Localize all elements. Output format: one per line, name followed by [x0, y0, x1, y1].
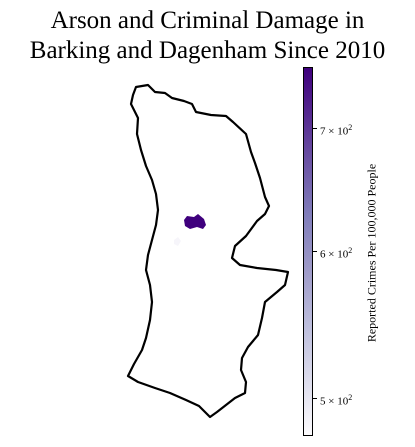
colorbar-tick-label-700: 7 × 102	[320, 122, 352, 138]
tick-700-exp: 2	[348, 123, 353, 132]
tick-600-base: 6 × 10	[320, 248, 349, 261]
colorbar-tick-700	[313, 128, 317, 129]
colorbar-tick-label-500: 5 × 102	[320, 392, 352, 408]
tick-700-base: 7 × 10	[320, 125, 349, 138]
colorbar-tick-600	[313, 251, 317, 252]
colorbar-tick-500	[313, 398, 317, 399]
tick-600-exp: 2	[348, 246, 353, 255]
high-density-ward-region	[184, 214, 206, 229]
tick-500-exp: 2	[348, 393, 353, 402]
tick-500-base: 5 × 10	[320, 395, 349, 408]
map-title-line-1: Arson and Criminal Damage in	[50, 7, 365, 34]
low-density-ward-region	[174, 237, 181, 246]
borough-outline	[126, 83, 290, 419]
colorbar-tick-label-600: 6 × 102	[320, 245, 352, 261]
colorbar	[303, 67, 313, 436]
map-title-line-2: Barking and Dagenham Since 2010	[29, 37, 386, 64]
map-title: Arson and Criminal Damage in Barking and…	[0, 6, 415, 66]
colorbar-label: Reported Crimes Per 100,000 People	[364, 163, 379, 343]
